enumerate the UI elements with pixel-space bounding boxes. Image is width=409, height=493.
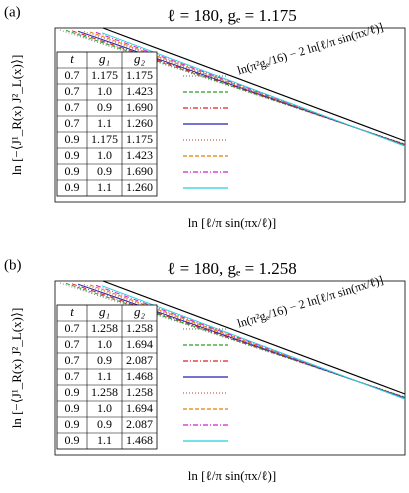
table-header: g₂	[134, 51, 146, 66]
reference-line	[102, 280, 406, 395]
panel: (a) ℓ = 180, gₑ = 1.175 ln [−⟨J¹_R(x) J²_L…	[4, 4, 406, 230]
table-cell: 0.7	[65, 321, 80, 335]
table-cell: 0.9	[65, 132, 80, 146]
curve	[59, 282, 406, 398]
table-cell: 0.7	[65, 68, 80, 82]
table-cell: 1.694	[126, 337, 153, 351]
table-cell: 0.9	[65, 433, 80, 447]
table-cell: 1.690	[126, 164, 153, 178]
table-cell: 1.0	[97, 148, 112, 162]
table-cell: 1.0	[97, 337, 112, 351]
panel-title: ℓ = 180, gₑ = 1.258	[167, 259, 296, 278]
table-cell: 2.087	[126, 417, 153, 431]
table-header: t	[70, 51, 74, 66]
curve	[59, 29, 406, 145]
table-cell: 1.260	[126, 180, 153, 194]
table-cell: 0.9	[97, 100, 112, 114]
table-cell: 1.0	[97, 401, 112, 415]
table-header: t	[70, 304, 74, 319]
x-axis-label: ln [ℓ/π sin(πx/ℓ)]	[188, 468, 276, 483]
panel: (b) ℓ = 180, gₑ = 1.258 ln [−⟨J¹_R(x) J²_L…	[4, 257, 406, 483]
table-cell: 0.9	[65, 417, 80, 431]
table-cell: 1.423	[126, 84, 153, 98]
table-cell: 1.175	[91, 68, 118, 82]
table-cell: 1.0	[97, 84, 112, 98]
plot-frame	[54, 27, 406, 203]
x-axis-label: ln [ℓ/π sin(πx/ℓ)]	[188, 215, 276, 230]
legend-table	[56, 304, 158, 450]
table-cell: 1.690	[126, 100, 153, 114]
table-cell: 1.1	[97, 116, 112, 130]
table-cell: 1.260	[126, 116, 153, 130]
table-cell: 0.9	[65, 385, 80, 399]
table-header: g₁	[99, 304, 110, 319]
table-cell: 0.7	[65, 116, 80, 130]
table-cell: 1.468	[126, 433, 153, 447]
table-cell: 2.087	[126, 353, 153, 367]
table-cell: 1.175	[126, 132, 153, 146]
table-cell: 0.9	[65, 401, 80, 415]
table-cell: 1.258	[126, 385, 153, 399]
annotation: ln(π²gₑ/16) − 2 ln[ℓ/π sin(πx/ℓ)]	[236, 20, 385, 78]
table-header: g₁	[99, 51, 110, 66]
table-cell: 1.694	[126, 401, 153, 415]
y-axis-label: ln [−⟨J¹_R(x) J²_L(x)⟩]	[9, 308, 24, 429]
table-cell: 1.1	[97, 180, 112, 194]
table-cell: 1.1	[97, 369, 112, 383]
table-cell: 0.9	[65, 148, 80, 162]
table-cell: 0.7	[65, 84, 80, 98]
table-cell: 0.9	[97, 417, 112, 431]
table-cell: 1.423	[126, 148, 153, 162]
table-cell: 1.175	[126, 68, 153, 82]
table-cell: 1.468	[126, 369, 153, 383]
table-cell: 0.7	[65, 369, 80, 383]
table-cell: 1.258	[126, 321, 153, 335]
legend-table	[56, 51, 158, 197]
table-header: g₂	[134, 304, 146, 319]
table-cell: 0.7	[65, 100, 80, 114]
table-cell: 1.258	[91, 385, 118, 399]
plot-frame	[54, 280, 406, 456]
reference-line	[102, 27, 406, 142]
y-axis-label: ln [−⟨J¹_R(x) J²_L(x)⟩]	[9, 55, 24, 176]
panel-title: ℓ = 180, gₑ = 1.175	[167, 6, 296, 25]
table-cell: 0.9	[97, 353, 112, 367]
annotation: ln(π²gₑ/16) − 2 ln[ℓ/π sin(πx/ℓ)]	[236, 273, 385, 331]
table-cell: 1.258	[91, 321, 118, 335]
table-cell: 0.7	[65, 353, 80, 367]
table-cell: 0.9	[65, 164, 80, 178]
table-cell: 1.1	[97, 433, 112, 447]
panel-label: (a)	[4, 4, 21, 20]
panel-label: (b)	[4, 257, 22, 273]
table-cell: 0.7	[65, 337, 80, 351]
table-cell: 1.175	[91, 132, 118, 146]
table-cell: 0.9	[65, 180, 80, 194]
table-cell: 0.9	[97, 164, 112, 178]
